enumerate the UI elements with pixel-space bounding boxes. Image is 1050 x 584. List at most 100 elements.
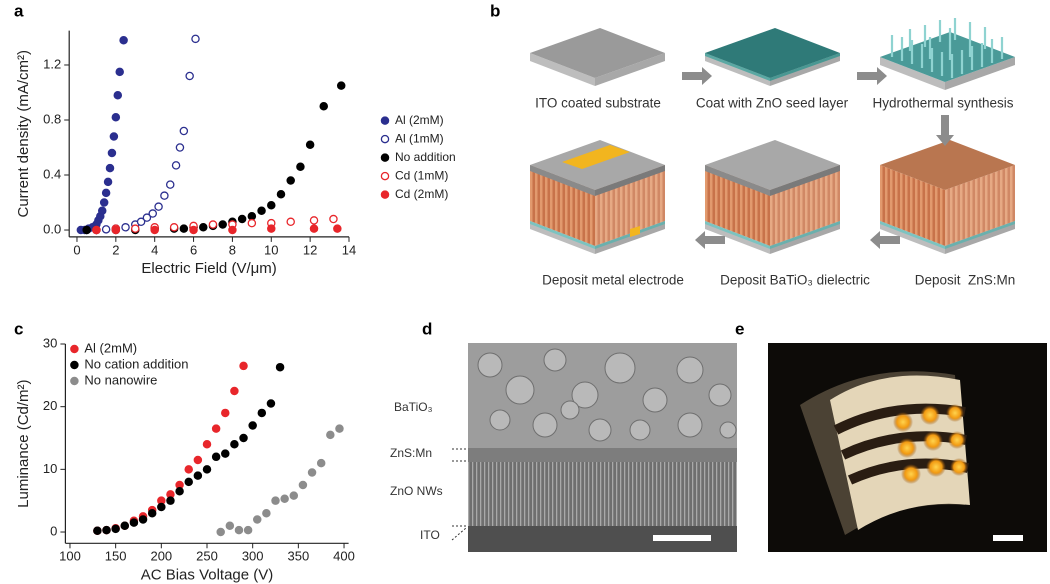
point	[193, 471, 203, 480]
step-label: ITO coated substrate	[535, 96, 661, 111]
panel-label: e	[735, 319, 744, 338]
point	[103, 177, 113, 187]
legend-marker	[70, 344, 79, 354]
point	[336, 81, 346, 90]
legend-marker	[380, 153, 390, 162]
point	[184, 465, 193, 474]
point	[237, 214, 247, 224]
layer-label: ITO	[420, 528, 440, 542]
arrows	[682, 67, 954, 249]
y-tick-label: 0.4	[43, 166, 61, 181]
legend-marker	[380, 171, 390, 181]
y-tick-label: 30	[43, 335, 57, 350]
point	[247, 212, 257, 221]
point	[185, 71, 194, 81]
point	[129, 518, 139, 527]
point	[92, 225, 101, 235]
point	[329, 214, 338, 224]
point	[239, 433, 248, 443]
x-tick-label: 12	[303, 242, 317, 257]
point	[309, 224, 319, 233]
point	[326, 430, 335, 440]
layer-markers	[451, 448, 467, 541]
point	[333, 224, 342, 233]
point	[120, 521, 130, 531]
point	[286, 176, 295, 185]
y-tick-label: 0.0	[43, 221, 61, 236]
point	[115, 67, 124, 77]
legend-label: Al (2mM)	[395, 113, 444, 127]
y-tick-label: 0.8	[43, 111, 61, 126]
y-tick-label: 10	[43, 461, 57, 476]
point	[218, 220, 227, 229]
legend-label: Al (2mM)	[84, 340, 137, 355]
step-zns	[880, 140, 1015, 254]
point	[280, 494, 289, 504]
point	[148, 209, 158, 218]
point	[147, 508, 157, 518]
device-photo	[768, 343, 1047, 552]
layer-label: ZnS:Mn	[390, 446, 432, 460]
point	[179, 224, 189, 233]
point	[82, 225, 91, 235]
x-tick-label: 350	[288, 549, 310, 564]
point	[199, 223, 208, 232]
point	[109, 132, 119, 141]
point	[150, 225, 159, 235]
point	[119, 35, 128, 45]
point	[234, 525, 244, 535]
point	[136, 217, 146, 227]
legend-label: No nanowire	[84, 372, 157, 387]
panel-label: b	[490, 1, 500, 20]
point	[230, 386, 239, 396]
step-electrode	[530, 140, 665, 254]
point	[257, 206, 266, 216]
point	[102, 525, 111, 535]
point	[175, 487, 184, 496]
point	[309, 216, 319, 225]
point	[189, 225, 198, 235]
point	[221, 449, 230, 458]
panel-label: c	[14, 319, 23, 338]
step-ito	[530, 28, 665, 86]
legend-label: Cd (2mM)	[395, 187, 448, 201]
point	[107, 148, 117, 158]
point	[211, 424, 221, 433]
point	[93, 526, 102, 536]
point	[289, 491, 299, 500]
step-label: Hydrothermal synthesis	[872, 96, 1013, 111]
y-tick-label: 20	[43, 398, 57, 413]
legend-label: No cation addition	[84, 356, 188, 371]
step-label: Deposit BaTiO₃ dielectric	[720, 273, 870, 288]
x-tick-label: 100	[59, 549, 81, 564]
point	[247, 218, 257, 228]
point	[154, 202, 163, 211]
sem-image	[468, 343, 737, 552]
point	[166, 496, 175, 505]
legend-marker	[70, 360, 79, 370]
point	[208, 220, 218, 229]
point	[305, 140, 315, 150]
step-hydrothermal	[880, 18, 1015, 90]
point	[111, 225, 121, 235]
point	[105, 163, 115, 173]
point	[101, 225, 111, 234]
point	[267, 201, 276, 210]
point	[175, 143, 185, 152]
panel-label: d	[422, 319, 432, 338]
x-tick-label: 14	[342, 242, 356, 257]
y-axis-label: Luminance (Cd/m²)	[15, 379, 32, 507]
step-label: Deposit metal electrode	[542, 273, 684, 288]
point	[142, 213, 152, 222]
point	[216, 527, 225, 537]
y-axis-label: Current density (mA/cm²)	[15, 50, 32, 218]
point	[184, 477, 193, 487]
point	[225, 521, 235, 531]
point	[271, 496, 280, 505]
point	[111, 112, 121, 122]
point	[131, 224, 140, 233]
y-tick-label: 0	[50, 523, 57, 538]
x-tick-label: 4	[151, 242, 158, 257]
point	[202, 440, 212, 449]
point	[239, 361, 248, 371]
